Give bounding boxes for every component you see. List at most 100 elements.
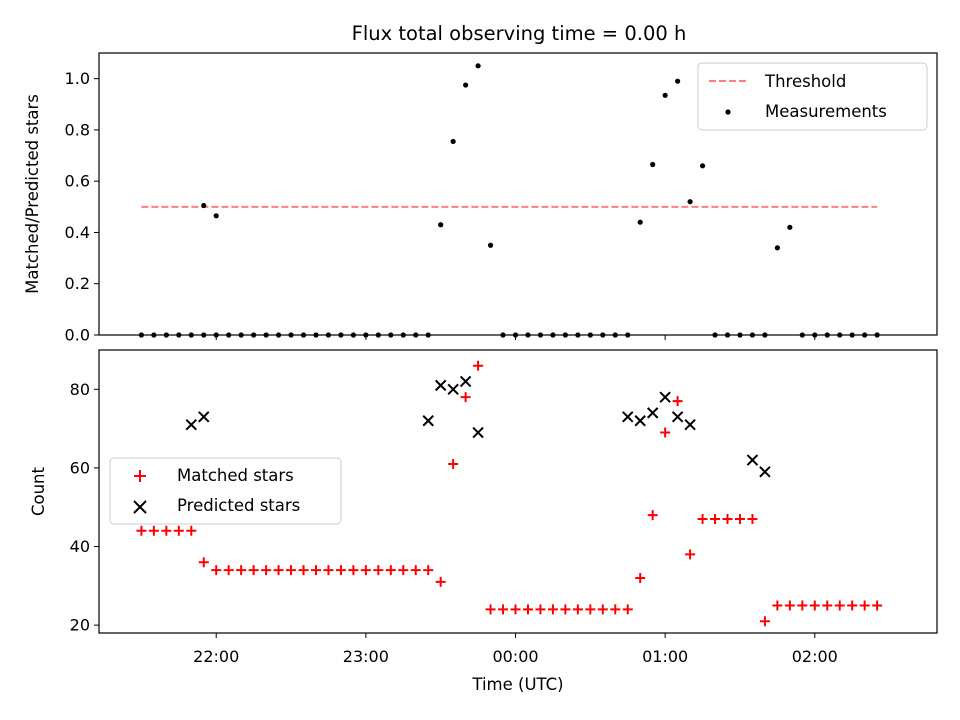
matched-star-point	[373, 565, 384, 576]
y-tick-label: 40	[70, 537, 90, 556]
predicted-star-point	[447, 383, 459, 396]
matched-star-point	[261, 565, 272, 576]
matched-star-point	[348, 565, 359, 576]
matched-star-point	[286, 565, 297, 576]
matched-star-point	[460, 392, 471, 403]
matched-star-point	[597, 604, 608, 615]
legend-measurements-swatch	[725, 109, 731, 115]
y-tick-label: 0.2	[65, 274, 90, 293]
matched-star-point	[248, 565, 259, 576]
matched-star-point	[510, 604, 521, 615]
y-tick-label: 0.6	[65, 172, 90, 191]
matched-star-point	[498, 604, 509, 615]
legend-threshold-label: Threshold	[764, 72, 846, 91]
matched-star-point	[710, 514, 721, 525]
predicted-star-point	[198, 411, 210, 423]
matched-star-point	[198, 557, 209, 568]
top-axes-frame	[98, 52, 938, 336]
matched-star-point	[273, 565, 284, 576]
matched-star-point	[697, 514, 708, 525]
matched-star-point	[784, 600, 795, 611]
y-tick-label: 1.0	[65, 69, 90, 88]
matched-star-point	[772, 600, 783, 611]
matched-star-point	[572, 604, 583, 615]
predicted-star-point	[185, 418, 197, 431]
matched-star-point	[398, 565, 409, 576]
legend-box	[697, 62, 928, 131]
matched-star-point	[435, 576, 446, 587]
matched-star-point	[385, 565, 396, 576]
matched-star-point	[759, 616, 770, 627]
measurement-point	[201, 202, 207, 209]
chart-title: Flux total observing time = 0.00 h	[352, 22, 687, 45]
matched-star-point	[298, 565, 309, 576]
matched-star-point	[173, 525, 184, 536]
y-tick-label: 0.4	[65, 223, 90, 242]
matched-star-point	[672, 396, 683, 407]
measurement-point	[475, 63, 481, 69]
matched-star-point	[635, 572, 646, 583]
matched-star-point	[211, 565, 222, 576]
predicted-star-point	[671, 411, 684, 423]
measurement-point	[487, 242, 494, 248]
matched-star-point	[859, 600, 870, 611]
matched-star-point	[522, 604, 533, 615]
matched-star-point	[410, 565, 421, 576]
matched-star-point	[223, 565, 234, 576]
matched-star-point	[535, 604, 546, 615]
matched-star-point	[822, 600, 833, 611]
predicted-star-point	[634, 415, 646, 427]
matched-star-point	[809, 600, 820, 611]
matched-star-point	[660, 427, 671, 438]
matched-star-point	[236, 565, 247, 576]
x-tick-label: 02:00	[792, 647, 838, 666]
measurement-point	[213, 213, 219, 219]
matched-star-point	[485, 604, 496, 615]
y-tick-label: 0.0	[65, 326, 90, 345]
x-tick-label: 00:00	[492, 647, 538, 666]
matched-star-point	[560, 604, 571, 615]
matched-star-point	[834, 600, 845, 611]
matched-star-point	[148, 525, 159, 536]
legend-box	[109, 457, 342, 525]
measurement-point	[774, 245, 780, 251]
matched-star-point	[136, 525, 147, 536]
matched-star-point	[734, 514, 745, 525]
matched-star-point	[423, 565, 434, 576]
legend-predicted-swatch	[133, 500, 147, 514]
measurement-point	[450, 138, 456, 145]
legend-matched-swatch	[134, 470, 146, 482]
measurement-point	[650, 161, 656, 168]
y-tick-label: 20	[70, 616, 90, 635]
measurement-point	[463, 82, 469, 88]
matched-star-point	[722, 514, 733, 525]
predicted-star-point	[422, 415, 434, 427]
matched-star-point	[335, 565, 346, 576]
measurement-point	[662, 92, 668, 98]
matched-star-point	[310, 565, 321, 576]
top-panel-ratio: 0.0 0.2 0.4 0.6 0.8 1.0 Threshold Measurements	[65, 52, 938, 345]
x-tick-label: 22:00	[193, 647, 239, 666]
matched-star-point	[747, 514, 758, 525]
matched-star-point	[797, 600, 808, 611]
predicted-star-point	[434, 379, 447, 392]
x-tick-label: 23:00	[343, 647, 389, 666]
measurement-point	[687, 199, 693, 205]
matched-star-point	[622, 604, 633, 615]
bottom-panel-counts: 20 40 60 80 22:00 23:00 00:00 01:00 02:00 Matched…	[70, 349, 938, 666]
x-axis-label: Time (UTC)	[471, 675, 563, 694]
bottom-axes-frame	[98, 349, 938, 634]
top-legend: Threshold Measurements	[697, 62, 928, 131]
predicted-star-point	[746, 454, 759, 466]
measurement-point	[787, 224, 793, 230]
y-tick-label: 60	[70, 458, 90, 477]
x-tick-label: 01:00	[642, 647, 688, 666]
matched-star-point	[547, 604, 558, 615]
matched-star-point	[161, 525, 172, 536]
legend-matched-label: Matched stars	[177, 466, 294, 485]
y-tick-label: 0.8	[65, 120, 90, 139]
matched-star-point	[872, 600, 883, 611]
y-tick-label: 80	[70, 380, 90, 399]
matched-star-point	[323, 565, 334, 576]
